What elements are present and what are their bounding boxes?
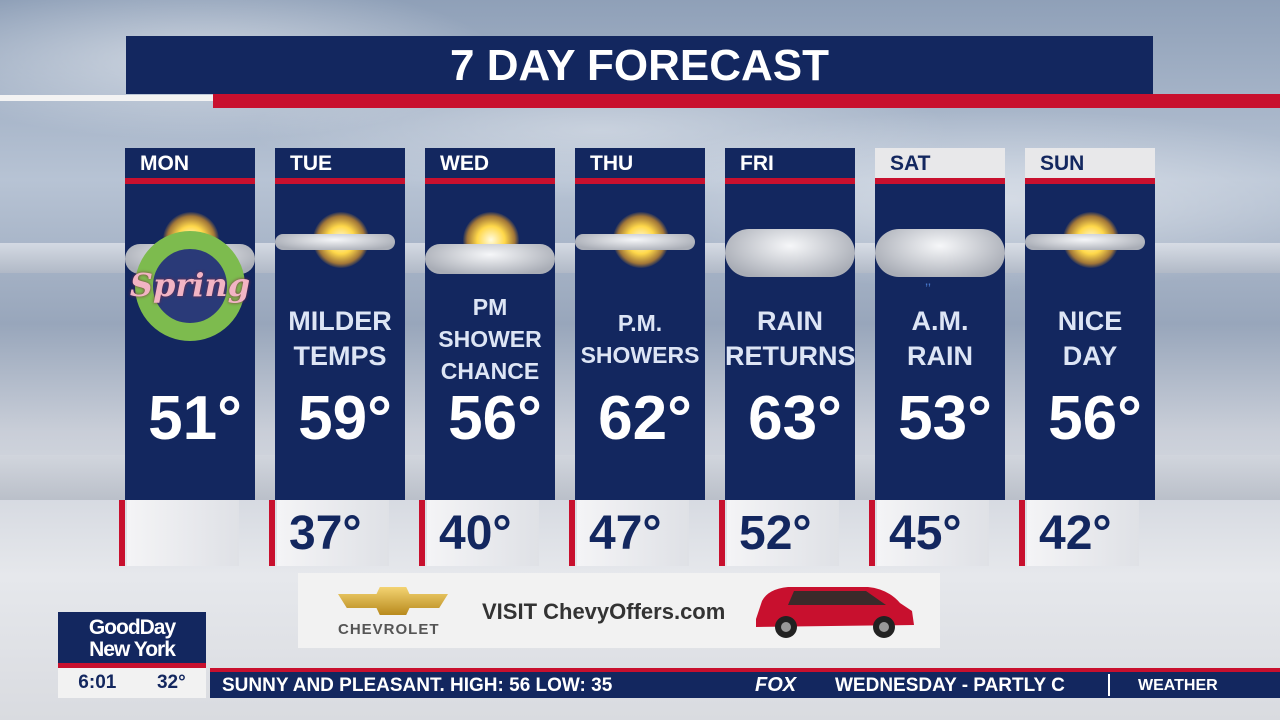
day-label: TUE [290, 152, 332, 175]
high-temp: 62° [598, 384, 692, 453]
forecast-text-line: RAIN [757, 306, 823, 336]
mostly-sunny-icon [275, 184, 405, 294]
red-stripe [275, 178, 405, 184]
current-time: 6:01 [78, 672, 117, 693]
forecast-text-line: MILDER [288, 306, 392, 336]
current-temp: 32° [156, 672, 186, 693]
mostly-sunny-icon [1025, 184, 1155, 294]
low-temp [119, 500, 239, 566]
time-temp: 6:01 32° [58, 668, 206, 698]
day-label: THU [590, 152, 634, 175]
forecast-day-sat: SAT ’’ A.M. RAIN 53° [875, 148, 1005, 500]
forecast-description: A.M. RAIN [875, 294, 1005, 384]
forecast-text-line: A.M. [911, 306, 969, 336]
forecast-text-line: NICE [1057, 306, 1123, 336]
low-temp: 52° [719, 500, 839, 566]
low-temp: 45° [869, 500, 989, 566]
forecast-title: 7 DAY FORECAST [126, 36, 1153, 94]
day-label: SUN [1025, 148, 1155, 178]
day-label: FRI [740, 152, 774, 175]
logo-line-1: GoodDay [88, 616, 176, 639]
red-stripe [575, 178, 705, 184]
high-temp: 53° [898, 384, 992, 453]
day-label: WED [440, 152, 489, 175]
news-ticker: SUNNY AND PLEASANT. HIGH: 56 LOW: 35 FOX… [210, 668, 1280, 698]
day-label: SAT [875, 148, 1005, 178]
forecast-text-line: PM [472, 294, 508, 320]
forecast-text-line: RAIN [907, 341, 973, 371]
title-red-bar [213, 94, 1280, 108]
high-temp: 56° [1048, 384, 1142, 453]
forecast-day-wed: WED PM SHOWER CHANCE 56° [425, 148, 555, 500]
ticker-text: SUNNY AND PLEASANT. HIGH: 56 LOW: 35 [222, 675, 613, 696]
high-temp: 59° [298, 384, 392, 453]
high-temp: 63° [748, 384, 842, 453]
red-suv-icon [756, 587, 914, 638]
forecast-day-mon: MON Spring 51° [125, 148, 255, 500]
chevrolet-logo-icon [338, 587, 448, 615]
partly-sunny-icon [425, 184, 555, 294]
forecast-day-fri: FRI RAIN RETURNS 63° [725, 148, 856, 500]
low-temp: 40° [419, 500, 539, 566]
logo-line-2: New York [89, 638, 176, 661]
ticker-divider [1108, 674, 1110, 696]
red-stripe [725, 178, 855, 184]
forecast-text-line: P.M. [617, 310, 663, 336]
spring-badge: Spring [129, 266, 251, 304]
cloudy-icon [725, 184, 855, 294]
forecast-description: MILDER TEMPS [275, 294, 405, 384]
low-temp: 37° [269, 500, 389, 566]
chevrolet-ad[interactable]: CHEVROLET VISIT ChevyOffers.com [298, 573, 940, 648]
rain-cloud-icon: ’’ [875, 184, 1005, 296]
ad-text: VISIT ChevyOffers.com [482, 599, 726, 624]
forecast-day-thu: THU P.M. SHOWERS 62° [575, 148, 705, 500]
ticker-section: WEATHER [1138, 677, 1218, 694]
red-stripe [425, 178, 555, 184]
good-day-new-york-logo: GoodDay New York [58, 612, 206, 668]
forecast-description: P.M. SHOWERS [575, 294, 705, 384]
day-label: MON [140, 152, 189, 175]
low-temp: 42° [1019, 500, 1139, 566]
mostly-sunny-icon [575, 184, 705, 294]
forecast-description: RAIN RETURNS [725, 294, 856, 384]
forecast-text-line: SHOWERS [580, 342, 700, 368]
ad-brand: CHEVROLET [338, 621, 440, 638]
red-stripe [125, 178, 255, 184]
forecast-day-sun: SUN NICE DAY 56° [1025, 148, 1155, 500]
forecast-text-line: DAY [1062, 341, 1118, 371]
forecast-description: NICE DAY [1025, 294, 1155, 384]
forecast-day-tue: TUE MILDER TEMPS 59° [275, 148, 405, 500]
forecast-text-line: TEMPS [293, 341, 387, 371]
red-stripe [1025, 178, 1155, 184]
fox-logo: FOX [755, 674, 797, 696]
forecast-text-line: SHOWER [438, 326, 542, 352]
low-temp: 47° [569, 500, 689, 566]
forecast-description: PM SHOWER CHANCE [425, 294, 555, 384]
divider [0, 95, 213, 101]
high-temp: 56° [448, 384, 542, 453]
red-stripe [875, 178, 1005, 184]
ticker-text-2: WEDNESDAY - PARTLY C [835, 675, 1065, 696]
high-temp: 51° [148, 384, 242, 453]
forecast-text-line: CHANCE [440, 358, 540, 384]
forecast-text-line: RETURNS [725, 341, 856, 371]
